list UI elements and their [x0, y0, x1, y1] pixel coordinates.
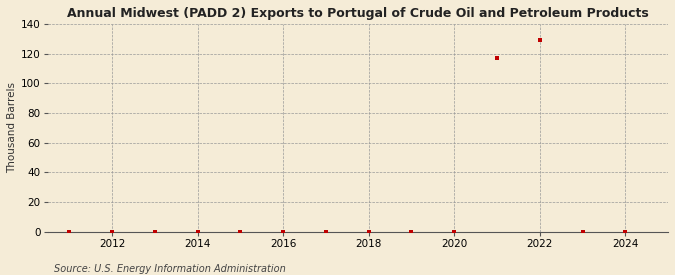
Point [192, 230, 203, 234]
Y-axis label: Thousand Barrels: Thousand Barrels [7, 82, 17, 173]
Point [620, 230, 630, 234]
Point [363, 230, 374, 234]
Point [535, 38, 545, 42]
Point [277, 230, 288, 234]
Text: Source: U.S. Energy Information Administration: Source: U.S. Energy Information Administ… [54, 264, 286, 274]
Point [449, 230, 460, 234]
Point [321, 230, 331, 234]
Point [577, 230, 588, 234]
Point [107, 230, 117, 234]
Point [149, 230, 160, 234]
Point [491, 56, 502, 60]
Point [64, 230, 75, 234]
Point [406, 230, 416, 234]
Title: Annual Midwest (PADD 2) Exports to Portugal of Crude Oil and Petroleum Products: Annual Midwest (PADD 2) Exports to Portu… [67, 7, 649, 20]
Point [235, 230, 246, 234]
